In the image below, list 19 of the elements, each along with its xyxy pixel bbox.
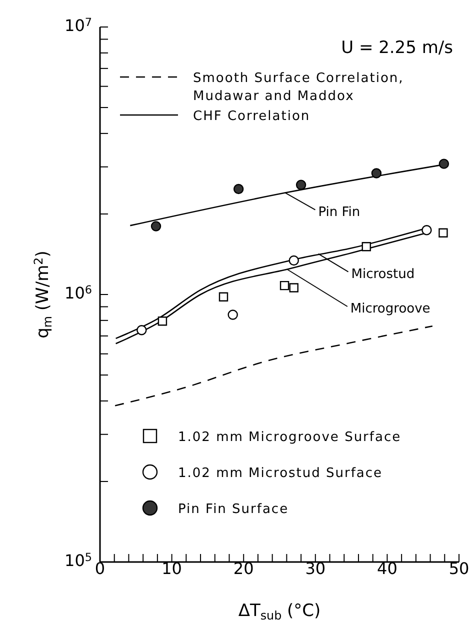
y-tick-label: 10$^{7}$ <box>64 16 92 35</box>
x-tick-label: 30 <box>305 559 326 578</box>
annotation: Microstud <box>351 266 415 282</box>
annotation: U = 2.25 m/s <box>341 38 454 58</box>
y-tick-label: 10$^{6}$ <box>64 283 92 302</box>
legend-label: CHF Correlation <box>193 109 310 124</box>
legend-label: 1.02 mm Microgroove Surface <box>178 430 402 445</box>
legend-label: Pin Fin Surface <box>178 502 289 517</box>
x-tick-label: 50 <box>448 559 470 578</box>
x-axis-title: ΔT$_{sub}$ (°C) <box>238 601 321 623</box>
y-tick-label: 10$^{5}$ <box>64 550 92 570</box>
annotation: Microgroove <box>350 302 430 317</box>
legend-label: Smooth Surface Correlation, Mudawar and Maddox <box>193 71 404 104</box>
x-tick-label: 20 <box>233 559 254 578</box>
annotation: Pin Fin <box>318 204 360 220</box>
x-tick-label: 0 <box>94 559 106 578</box>
legend-label: 1.02 mm Microstud Surface <box>178 466 383 481</box>
x-tick-label: 40 <box>377 559 398 578</box>
x-tick-label: 10 <box>162 559 182 578</box>
